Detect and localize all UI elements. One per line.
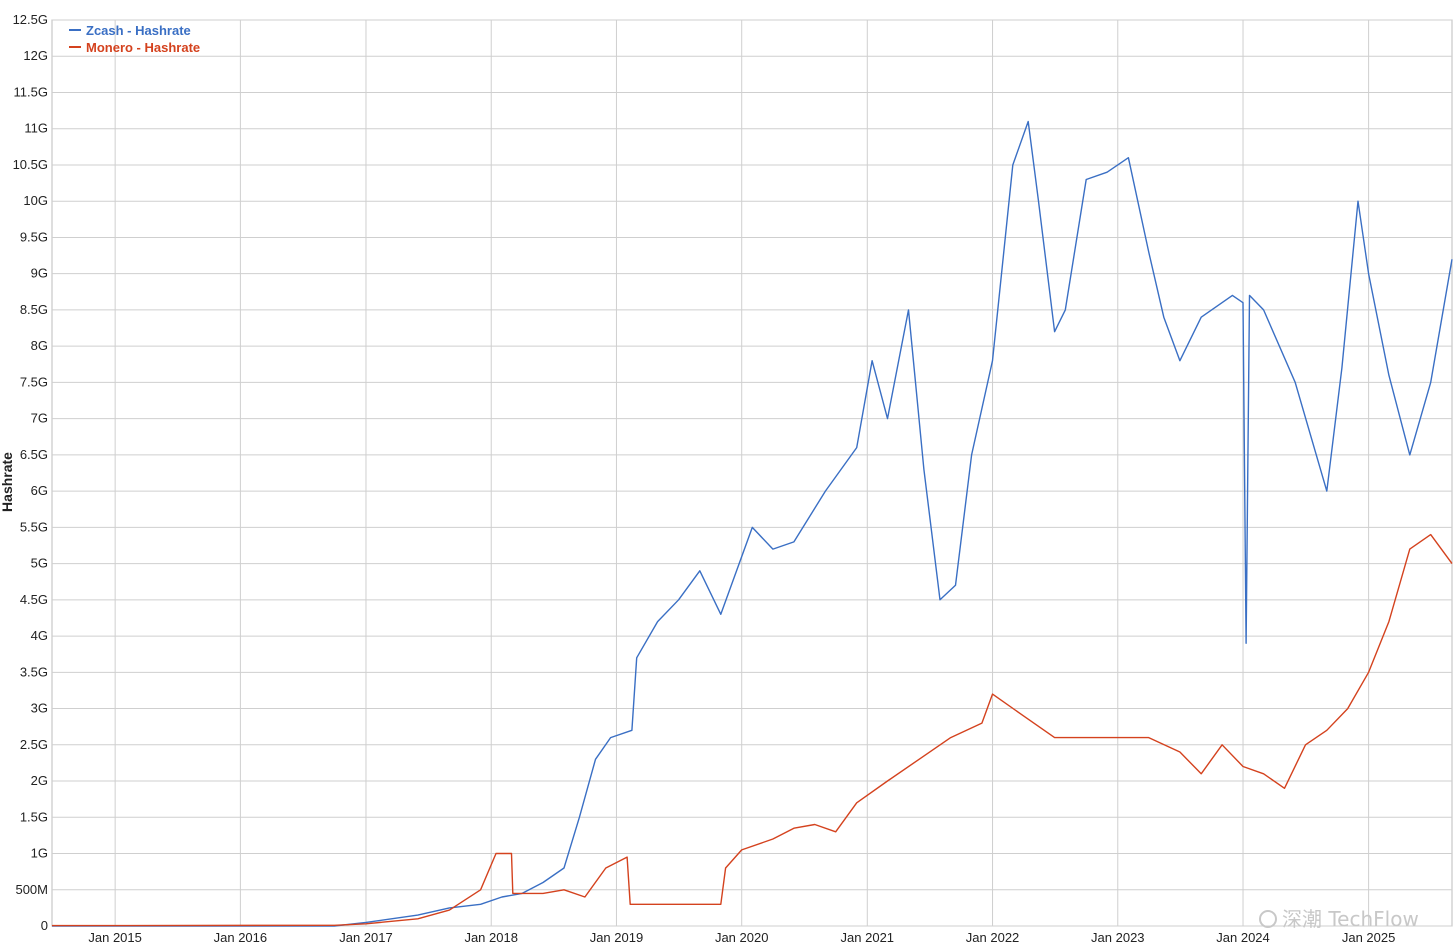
x-tick-label: Jan 2021 xyxy=(841,930,895,945)
y-tick-label: 2.5G xyxy=(20,737,48,752)
y-tick-label: 9.5G xyxy=(20,229,48,244)
series-line-monero xyxy=(51,533,1453,927)
y-tick-label: 5G xyxy=(31,556,48,571)
watermark-text: 深潮 TechFlow xyxy=(1282,907,1419,931)
y-tick-label: 4G xyxy=(31,628,48,643)
y-tick-label: 11.5G xyxy=(14,84,48,99)
x-tick-label: Jan 2017 xyxy=(339,930,393,945)
y-tick-label: 4.5G xyxy=(20,592,48,607)
x-tick-label: Jan 2020 xyxy=(715,930,769,945)
x-tick-label: Jan 2022 xyxy=(966,930,1020,945)
legend: Zcash - Hashrate Monero - Hashrate xyxy=(69,23,200,55)
y-tick-label: 10.5G xyxy=(13,157,48,172)
y-tick-label: 0 xyxy=(41,918,48,933)
y-tick-label: 8.5G xyxy=(20,302,48,317)
x-tick-label: Jan 2023 xyxy=(1091,930,1145,945)
y-tick-label: 1.5G xyxy=(20,809,48,824)
y-tick-label: 3G xyxy=(31,701,48,716)
y-tick-label: 8G xyxy=(31,338,48,353)
x-tick-label: Jan 2018 xyxy=(464,930,518,945)
legend-label: Zcash - Hashrate xyxy=(86,23,191,38)
y-tick-label: 1G xyxy=(31,846,48,861)
y-tick-label: 6G xyxy=(31,483,48,498)
x-tick-label: Jan 2025 xyxy=(1342,930,1396,945)
y-tick-label: 500M xyxy=(15,882,48,897)
x-axis-ticks: Jan 2015 Jan 2016 Jan 2017 Jan 2018 Jan 2019… xyxy=(88,930,1395,945)
y-tick-label: 12G xyxy=(23,48,48,63)
series-lines xyxy=(51,120,1453,927)
plot-area-border xyxy=(51,19,1453,927)
y-axis-title: Hashrate xyxy=(0,452,15,512)
y-tick-label: 11G xyxy=(24,121,48,136)
watermark-logo-icon xyxy=(1259,910,1277,928)
grid xyxy=(51,19,1453,927)
y-tick-label: 5.5G xyxy=(20,519,48,534)
y-tick-label: 10G xyxy=(23,193,48,208)
y-tick-label: 9G xyxy=(31,266,48,281)
y-axis-ticks: 0 500M 1G 1.5G 2G 2.5G 3G 3.5G 4G 4.5G 5G 5.5G 6G 6.5… xyxy=(13,12,48,933)
legend-label: Monero - Hashrate xyxy=(86,40,200,55)
series-line-zcash xyxy=(52,120,1453,927)
y-tick-label: 2G xyxy=(31,773,48,788)
x-tick-label: Jan 2019 xyxy=(590,930,644,945)
y-tick-label: 3.5G xyxy=(20,664,48,679)
y-tick-label: 12.5G xyxy=(13,12,48,27)
watermark: 深潮 TechFlow xyxy=(1259,907,1419,931)
y-tick-label: 6.5G xyxy=(20,447,48,462)
x-tick-label: Jan 2016 xyxy=(214,930,268,945)
y-tick-label: 7.5G xyxy=(20,374,48,389)
x-tick-label: Jan 2015 xyxy=(88,930,142,945)
y-tick-label: 7G xyxy=(31,411,48,426)
x-tick-label: Jan 2024 xyxy=(1216,930,1270,945)
